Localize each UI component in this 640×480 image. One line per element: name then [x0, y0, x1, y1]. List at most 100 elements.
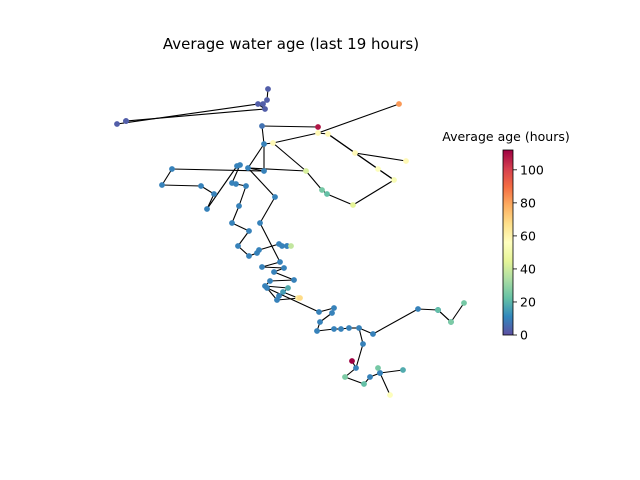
- junction-node: [284, 243, 290, 249]
- network-edges: [116, 88, 465, 396]
- pipe-edge: [247, 167, 307, 172]
- pipe-edge: [259, 222, 281, 263]
- junction-node: [435, 307, 441, 313]
- junction-node: [346, 325, 352, 331]
- pipe-edge: [379, 372, 391, 396]
- pipe-edge: [437, 309, 452, 323]
- junction-node: [316, 309, 322, 315]
- junction-node: [281, 265, 287, 271]
- junction-node: [235, 243, 241, 249]
- junction-node: [265, 86, 271, 92]
- junction-node: [261, 168, 267, 174]
- junction-node: [391, 177, 397, 183]
- pipe-edge: [206, 165, 238, 210]
- junction-node: [114, 121, 120, 127]
- pipe-edge: [238, 185, 247, 207]
- junction-node: [314, 328, 320, 334]
- colorbar-ticks: 0 20 40 60 80 100: [513, 162, 544, 343]
- junction-node: [236, 203, 242, 209]
- junction-node: [375, 166, 381, 172]
- junction-node: [350, 202, 356, 208]
- junction-node: [264, 97, 270, 103]
- pipe-edge: [417, 308, 439, 311]
- junction-node: [415, 306, 421, 312]
- pipe-edge: [261, 125, 319, 128]
- junction-node: [325, 131, 331, 137]
- junction-node: [353, 365, 359, 371]
- pipe-edge: [355, 343, 364, 369]
- colorbar-tick-label: 80: [520, 195, 536, 210]
- pipe-edge: [116, 103, 259, 125]
- junction-node: [400, 367, 406, 373]
- colorbar-tick-label: 0: [520, 328, 528, 343]
- junction-node: [324, 191, 330, 197]
- junction-node: [331, 305, 337, 311]
- pipe-edge: [352, 179, 395, 206]
- colorbar-tick-label: 20: [520, 294, 536, 309]
- junction-node: [259, 264, 265, 270]
- junction-node: [377, 370, 383, 376]
- junction-node: [285, 285, 291, 291]
- pipe-edge: [326, 193, 354, 206]
- junction-node: [259, 123, 265, 129]
- junction-node: [349, 358, 355, 364]
- junction-node: [123, 118, 129, 124]
- junction-node: [288, 243, 294, 249]
- junction-node: [237, 162, 243, 168]
- junction-node: [370, 331, 376, 337]
- pipe-edge: [354, 152, 379, 170]
- junction-node: [159, 182, 165, 188]
- pipe-edge: [269, 279, 295, 282]
- junction-node: [403, 158, 409, 164]
- pipe-edge: [161, 168, 173, 186]
- junction-node: [317, 319, 323, 325]
- colorbar-tick-label: 60: [520, 228, 536, 243]
- colorbar-tick-label: 100: [520, 162, 544, 177]
- pipe-edge: [273, 271, 295, 281]
- pipe-edge: [231, 205, 240, 224]
- junction-node: [270, 140, 276, 146]
- pipe-edge: [450, 302, 465, 323]
- junction-node: [319, 187, 325, 193]
- junction-node: [257, 220, 263, 226]
- junction-node: [204, 206, 210, 212]
- pipe-edge: [231, 222, 250, 232]
- junction-node: [387, 392, 393, 398]
- pipe-edge: [344, 376, 365, 385]
- pipe-edge: [305, 170, 323, 191]
- junction-node: [279, 243, 285, 249]
- pipe-edge: [379, 369, 404, 374]
- pipe-edge: [259, 196, 276, 224]
- pipe-edge: [261, 125, 265, 145]
- pipe-edge: [317, 103, 400, 134]
- junction-node: [277, 259, 283, 265]
- junction-node: [246, 253, 252, 259]
- junction-node: [315, 130, 321, 136]
- junction-node: [297, 295, 303, 301]
- junction-node: [272, 194, 278, 200]
- junction-node: [375, 365, 381, 371]
- colorbar-label: Average age (hours): [442, 129, 569, 144]
- colorbar-tick-label: 40: [520, 261, 536, 276]
- junction-node: [338, 326, 344, 332]
- junction-node: [342, 374, 348, 380]
- junction-node: [461, 300, 467, 306]
- junction-node: [367, 374, 373, 380]
- pipe-edge: [377, 168, 395, 181]
- junction-node: [260, 101, 266, 107]
- pipe-edge: [161, 184, 202, 187]
- colorbar: [502, 149, 514, 336]
- junction-node: [262, 106, 268, 112]
- junction-node: [331, 326, 337, 332]
- junction-node: [352, 150, 358, 156]
- junction-node: [198, 183, 204, 189]
- network-nodes: [114, 86, 467, 398]
- junction-node: [396, 101, 402, 107]
- junction-node: [246, 228, 252, 234]
- pipe-edge: [247, 143, 265, 169]
- pipe-edge: [258, 243, 280, 251]
- junction-node: [303, 168, 309, 174]
- junction-node: [360, 341, 366, 347]
- pipe-edge: [261, 266, 285, 269]
- junction-node: [361, 381, 367, 387]
